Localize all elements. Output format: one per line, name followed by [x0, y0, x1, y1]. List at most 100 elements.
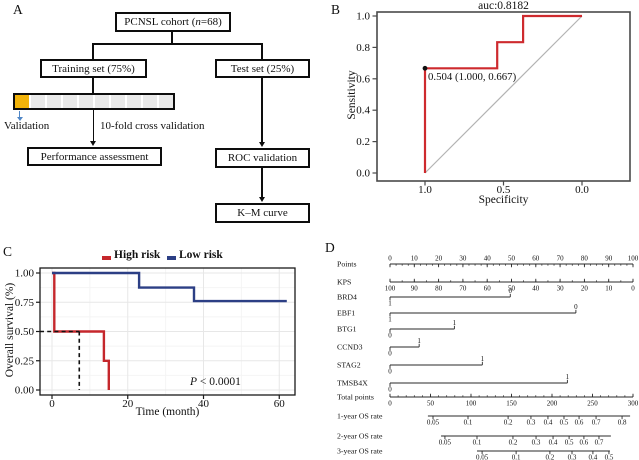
axis-tick-label: 0.5	[605, 454, 614, 460]
roc-plot: 1.0 0.5 0.0 0.0 0.2 0.4 0.6 0.8 1.0	[356, 11, 631, 196]
training-fold-segment	[127, 95, 141, 108]
nomogram-row-label: CCND3	[337, 343, 363, 352]
cohort-box: PCNSL cohort (n =68)	[115, 12, 231, 32]
axis-tick-label: 0.5	[560, 419, 569, 427]
nomogram-row-label: STAG2	[337, 361, 361, 370]
reference-diagonal	[424, 15, 583, 174]
axis-tick-label: 10	[605, 285, 613, 293]
flow-arrow-line	[92, 110, 95, 141]
y-tick-label: 0.50	[15, 326, 35, 338]
axis-tick-label: 50	[508, 285, 516, 293]
cross-validation-bar	[13, 93, 175, 110]
roc-validation-box: ROC validation	[215, 148, 310, 168]
nomogram-row-label: 2-year OS rate	[337, 432, 383, 441]
roc-y-axis-title: Sensitivity	[346, 70, 358, 120]
y-tick-label: 0.8	[356, 42, 370, 54]
axis-tick-label: 0.6	[575, 419, 584, 427]
value-tick-label: 0	[574, 303, 578, 311]
axis-tick-label: 60	[484, 285, 492, 293]
axis-tick-label: 30	[459, 255, 467, 263]
axis-tick-label: 0	[388, 400, 392, 408]
axis-tick-label: 0.3	[568, 454, 577, 460]
axis-tick-label: 0.7	[592, 419, 601, 427]
axis-tick-label: 80	[435, 285, 443, 293]
validation-label: Validation	[4, 120, 50, 132]
axis-tick-label: 0.5	[565, 439, 574, 447]
value-tick-label: 0	[388, 368, 392, 376]
y-tick-label: 0.0	[356, 168, 370, 180]
km-y-axis-title: Overall survival (%)	[4, 282, 16, 378]
connector-line	[261, 44, 263, 59]
legend-marker-low-risk	[167, 256, 176, 260]
training-fold-segment	[143, 95, 157, 108]
axis-tick-label: 0.1	[473, 439, 482, 447]
test-set-box: Test set (25%)	[215, 59, 310, 78]
roc-x-axis-title: Specificity	[478, 194, 529, 206]
connector-line	[92, 44, 94, 59]
training-fold-segment	[95, 95, 109, 108]
axis-tick-label: 0.4	[589, 454, 598, 460]
axis-tick-label: 150	[506, 400, 517, 408]
km-curve-high-risk	[52, 271, 110, 390]
axis-tick-label: 100	[385, 285, 396, 293]
y-tick-label: 0.4	[356, 105, 370, 117]
axis-tick-label: 20	[581, 285, 589, 293]
y-tick-label: 1.0	[356, 11, 370, 23]
roc-validation-label: ROC validation	[227, 152, 298, 164]
x-tick-label: 0	[49, 398, 55, 410]
value-tick-label: 1	[566, 373, 570, 381]
x-tick-label: 40	[198, 398, 210, 410]
nomogram-row-label: BTG1	[337, 325, 357, 334]
value-tick-label: 1	[481, 355, 485, 363]
nomogram-row-label: KPS	[337, 278, 351, 287]
panel-b-letter: B	[331, 2, 341, 17]
connector-line	[92, 43, 263, 45]
axis-tick-label: 50	[427, 400, 435, 408]
cutoff-point	[422, 65, 428, 71]
validation-arrow-line	[18, 111, 21, 117]
axis-tick-label: 40	[532, 285, 540, 293]
value-tick-label: 0	[388, 350, 392, 358]
axis-tick-label: 0.2	[509, 439, 518, 447]
value-tick-label: 0	[388, 332, 392, 340]
training-set-label: Training set (75%)	[52, 62, 135, 75]
axis-tick-label: 0.2	[504, 419, 513, 427]
y-tick-label: 1.00	[15, 268, 35, 280]
axis-tick-label: 300	[628, 400, 639, 408]
axis-tick-label: 0.05	[476, 454, 489, 460]
x-tick-label: 60	[274, 398, 286, 410]
axis-tick-label: 0	[388, 255, 392, 263]
cohort-n-italic: n	[195, 16, 201, 28]
axis-tick-label: 0.2	[546, 454, 555, 460]
performance-assessment-box: Performance assessment	[27, 147, 162, 166]
axis-tick-label: 70	[557, 255, 565, 263]
nomogram-row-label: 3-year OS rate	[337, 447, 383, 456]
nomogram-row-label: EBF1	[337, 309, 355, 318]
nomogram-row-label: 1-year OS rate	[337, 412, 383, 421]
value-tick-label: 1	[388, 316, 392, 324]
y-tick-label: 0.75	[15, 297, 35, 309]
km-curve-label: K–M curve	[237, 207, 288, 219]
axis-tick-label: 0.3	[527, 419, 536, 427]
axis-tick-label: 50	[508, 255, 516, 263]
flow-arrow-line	[261, 168, 263, 197]
axis-tick-label: 90	[605, 255, 613, 263]
axis-tick-label: 0.8	[618, 419, 627, 427]
axis-tick-label: 0.6	[580, 439, 589, 447]
nomogram-row-label: Points	[337, 260, 357, 269]
x-tick-label: 20	[122, 398, 134, 410]
y-tick-label: 0.00	[15, 385, 35, 397]
axis-tick-label: 0.7	[595, 439, 604, 447]
connector-line	[92, 78, 94, 93]
axis-tick-label: 80	[581, 255, 589, 263]
validation-arrow-icon	[16, 117, 23, 121]
axis-tick-label: 100	[466, 400, 477, 408]
axis-tick-label: 200	[547, 400, 558, 408]
axis-tick-label: 100	[628, 255, 639, 263]
flow-arrow-icon	[90, 141, 96, 146]
nomogram-row-label: BRD4	[337, 293, 357, 302]
performance-assessment-label: Performance assessment	[40, 150, 149, 163]
km-curve-box: K–M curve	[215, 203, 310, 223]
axis-tick-label: 0.1	[464, 419, 473, 427]
